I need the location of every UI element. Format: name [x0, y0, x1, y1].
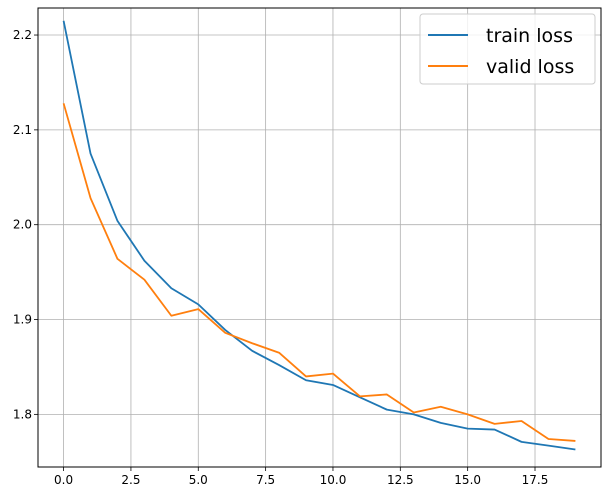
y-tick-label: 2.2 [13, 28, 32, 42]
x-tick-label: 2.5 [121, 473, 140, 487]
x-axis: 0.0 2.5 5.0 7.5 10.0 12.5 15.0 17.5 [54, 467, 548, 487]
legend: train loss valid loss [419, 13, 596, 85]
x-tick-label: 15.0 [454, 473, 481, 487]
series-line-train [62, 20, 576, 451]
x-tick-label: 0.0 [54, 473, 73, 487]
y-tick-label: 1.8 [13, 407, 32, 421]
y-tick-label: 2.0 [13, 218, 32, 232]
legend-label-train: train loss [486, 25, 573, 47]
series-line-valid [62, 103, 576, 442]
y-axis: 1.8 1.9 2.0 2.1 2.2 [13, 28, 38, 421]
y-tick-label: 2.1 [13, 123, 32, 137]
x-tick-label: 17.5 [522, 473, 549, 487]
legend-label-valid: valid loss [486, 56, 574, 78]
x-tick-label: 7.5 [256, 473, 275, 487]
plot-frame [37, 7, 602, 468]
x-tick-label: 5.0 [189, 473, 208, 487]
series-lines [62, 20, 576, 451]
x-tick-label: 10.0 [320, 473, 347, 487]
x-tick-label: 12.5 [387, 473, 414, 487]
y-tick-label: 1.9 [13, 313, 32, 327]
